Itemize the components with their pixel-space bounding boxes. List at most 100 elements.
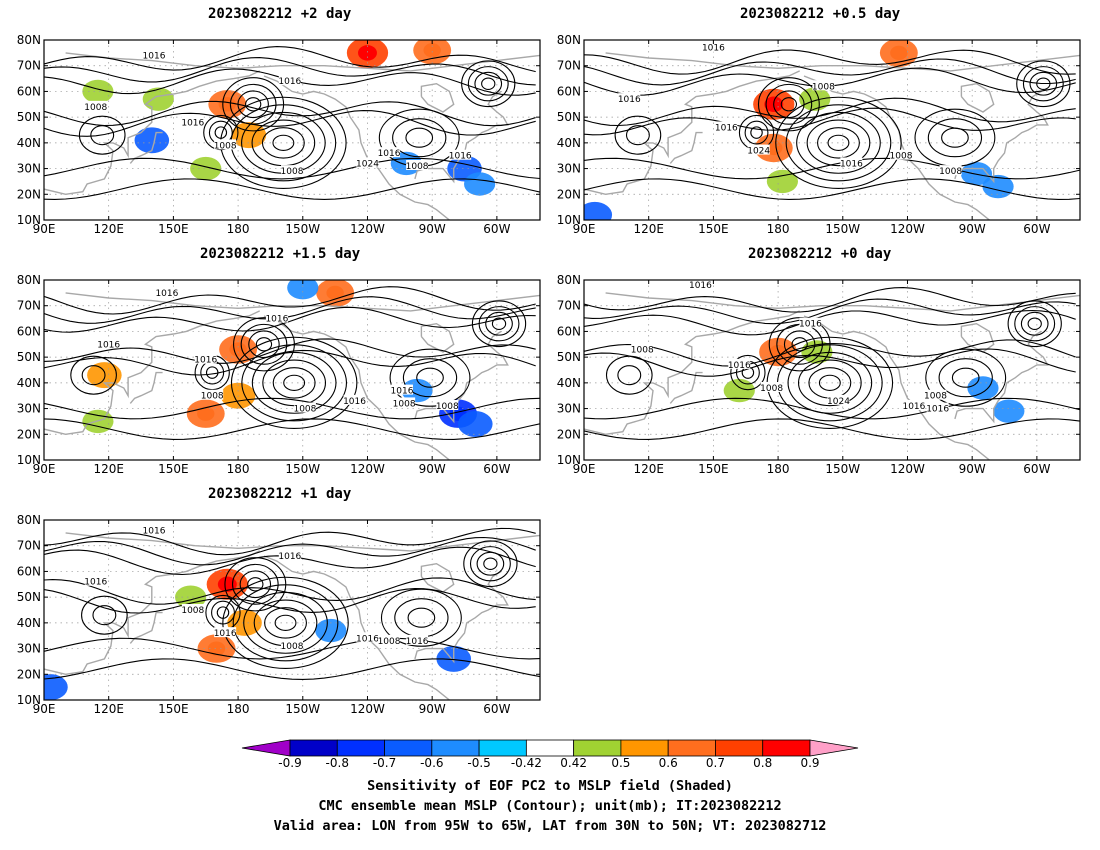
lon-tick-label: 120W bbox=[890, 222, 925, 236]
contour-label: 1008 bbox=[214, 141, 237, 151]
lon-tick-label: 150W bbox=[285, 702, 320, 716]
lat-tick-label: 30N bbox=[17, 162, 41, 176]
contour-label: 1016 bbox=[356, 634, 379, 644]
lat-tick-label: 30N bbox=[17, 402, 41, 416]
contour-label: 1008 bbox=[436, 402, 459, 412]
contour-label: 1008 bbox=[939, 167, 962, 177]
colorbar-tick-label: 0.7 bbox=[705, 756, 725, 770]
lat-tick-label: 40N bbox=[17, 376, 41, 390]
lat-tick-label: 30N bbox=[17, 642, 41, 656]
panel-title: 2023082212 +0.5 day bbox=[740, 6, 901, 22]
contour-label: 1016 bbox=[97, 340, 120, 350]
lat-tick-label: 70N bbox=[17, 299, 41, 313]
contour-label: 1016 bbox=[702, 44, 725, 54]
contour-label: 1016 bbox=[728, 361, 751, 371]
contour-label: 1008 bbox=[281, 167, 304, 177]
caption-line-1: Sensitivity of EOF PC2 to MSLP field (Sh… bbox=[367, 778, 733, 794]
lon-tick-label: 150E bbox=[698, 462, 729, 476]
lon-tick-label: 150E bbox=[158, 222, 189, 236]
sensitivity-blob bbox=[134, 127, 170, 154]
lat-tick-label: 60N bbox=[17, 564, 41, 578]
contour-label: 1016 bbox=[194, 356, 217, 366]
lat-tick-label: 20N bbox=[557, 187, 581, 201]
coastline bbox=[414, 90, 509, 184]
sensitivity-blob bbox=[464, 172, 496, 196]
caption-line-2: CMC ensemble mean MSLP (Contour); unit(m… bbox=[318, 798, 782, 814]
map-frame bbox=[583, 279, 1081, 461]
lat-tick-label: 10N bbox=[17, 453, 41, 467]
contour-label: 1016 bbox=[343, 397, 366, 407]
lon-tick-label: 60W bbox=[483, 462, 510, 476]
map-frame bbox=[583, 39, 1081, 221]
sensitivity-blob bbox=[723, 378, 755, 403]
lat-tick-label: 60N bbox=[17, 324, 41, 338]
colorbar-tick-label: 0.8 bbox=[753, 756, 773, 770]
lon-tick-label: 90W bbox=[419, 222, 446, 236]
colorbar-tick-label: -0.9 bbox=[278, 756, 302, 770]
colorbar-segment bbox=[573, 739, 622, 757]
contour-label: 1016 bbox=[214, 629, 237, 639]
contour-label: 1008 bbox=[378, 637, 401, 647]
map-panel-2: 1016 1016 1016 1016 1008 1008 1016 1008 1016 1008… bbox=[17, 273, 541, 476]
coastline bbox=[420, 562, 455, 593]
colorbar-tick-label: 0.42 bbox=[560, 756, 587, 770]
lon-tick-label: 150E bbox=[158, 462, 189, 476]
lon-tick-label: 60W bbox=[483, 222, 510, 236]
sensitivity-blob bbox=[87, 362, 122, 389]
coastline bbox=[420, 322, 455, 353]
lat-tick-label: 80N bbox=[557, 33, 581, 47]
coastline bbox=[414, 330, 509, 424]
sensitivity-blob bbox=[458, 411, 493, 437]
lon-tick-label: 150W bbox=[825, 462, 860, 476]
lat-tick-label: 80N bbox=[17, 273, 41, 287]
contour-label: 1016 bbox=[618, 95, 641, 105]
colorbar-segment bbox=[525, 739, 575, 757]
lon-tick-label: 180 bbox=[227, 702, 250, 716]
map-panel-1: 1016 1016 1008 1016 1024 1016 1008 1008 10N 20N 30… bbox=[557, 33, 1081, 236]
colorbar-segment bbox=[431, 739, 480, 757]
sensitivity-core bbox=[197, 406, 215, 421]
coastline bbox=[44, 310, 260, 436]
lat-tick-label: 30N bbox=[557, 402, 581, 416]
coastline bbox=[669, 131, 703, 164]
lon-tick-label: 120E bbox=[633, 462, 664, 476]
lat-tick-label: 40N bbox=[557, 376, 581, 390]
mslp-contours bbox=[584, 287, 1080, 440]
colorbar-tick-label: 0.5 bbox=[611, 756, 631, 770]
lat-tick-label: 40N bbox=[557, 136, 581, 150]
colorbar-segment bbox=[667, 739, 716, 757]
contour-label: 1016 bbox=[84, 578, 107, 588]
contour-label: 1008 bbox=[890, 152, 913, 162]
contour-label: 1016 bbox=[799, 320, 822, 330]
colorbar-tick-label: 0.9 bbox=[800, 756, 820, 770]
contour-label: 1008 bbox=[812, 82, 835, 92]
sensitivity-blob bbox=[287, 280, 319, 300]
lon-tick-label: 90E bbox=[33, 462, 56, 476]
lon-tick-label: 90W bbox=[419, 462, 446, 476]
sensitivity-blob bbox=[190, 156, 222, 181]
colorbar-tick-label: -0.6 bbox=[420, 756, 444, 770]
contour-label: 1016 bbox=[406, 637, 429, 647]
lon-tick-label: 150W bbox=[285, 222, 320, 236]
lon-tick-label: 90W bbox=[419, 702, 446, 716]
coastline bbox=[414, 570, 509, 664]
lon-tick-label: 90W bbox=[959, 222, 986, 236]
sensitivity-core bbox=[207, 641, 226, 656]
colorbar-segment bbox=[620, 739, 669, 757]
lon-tick-label: 120E bbox=[633, 222, 664, 236]
coastline bbox=[954, 330, 1049, 424]
contour-label: 1016 bbox=[391, 387, 414, 397]
lat-tick-label: 70N bbox=[17, 539, 41, 553]
panel-title: 2023082212 +0 day bbox=[748, 246, 892, 262]
colorbar-segment bbox=[384, 739, 433, 757]
contour-label: 1016 bbox=[155, 289, 178, 299]
lat-tick-label: 20N bbox=[17, 667, 41, 681]
map-frame bbox=[43, 279, 541, 461]
lon-tick-label: 60W bbox=[1023, 222, 1050, 236]
lat-tick-label: 10N bbox=[557, 453, 581, 467]
map-panel-0: 1016 1008 1016 1016 1008 1008 1024 1008 1016 1016… bbox=[17, 33, 541, 236]
panel-title: 2023082212 +2 day bbox=[208, 6, 352, 22]
lon-tick-label: 120W bbox=[350, 702, 385, 716]
lat-tick-label: 60N bbox=[557, 324, 581, 338]
lat-tick-label: 30N bbox=[557, 162, 581, 176]
